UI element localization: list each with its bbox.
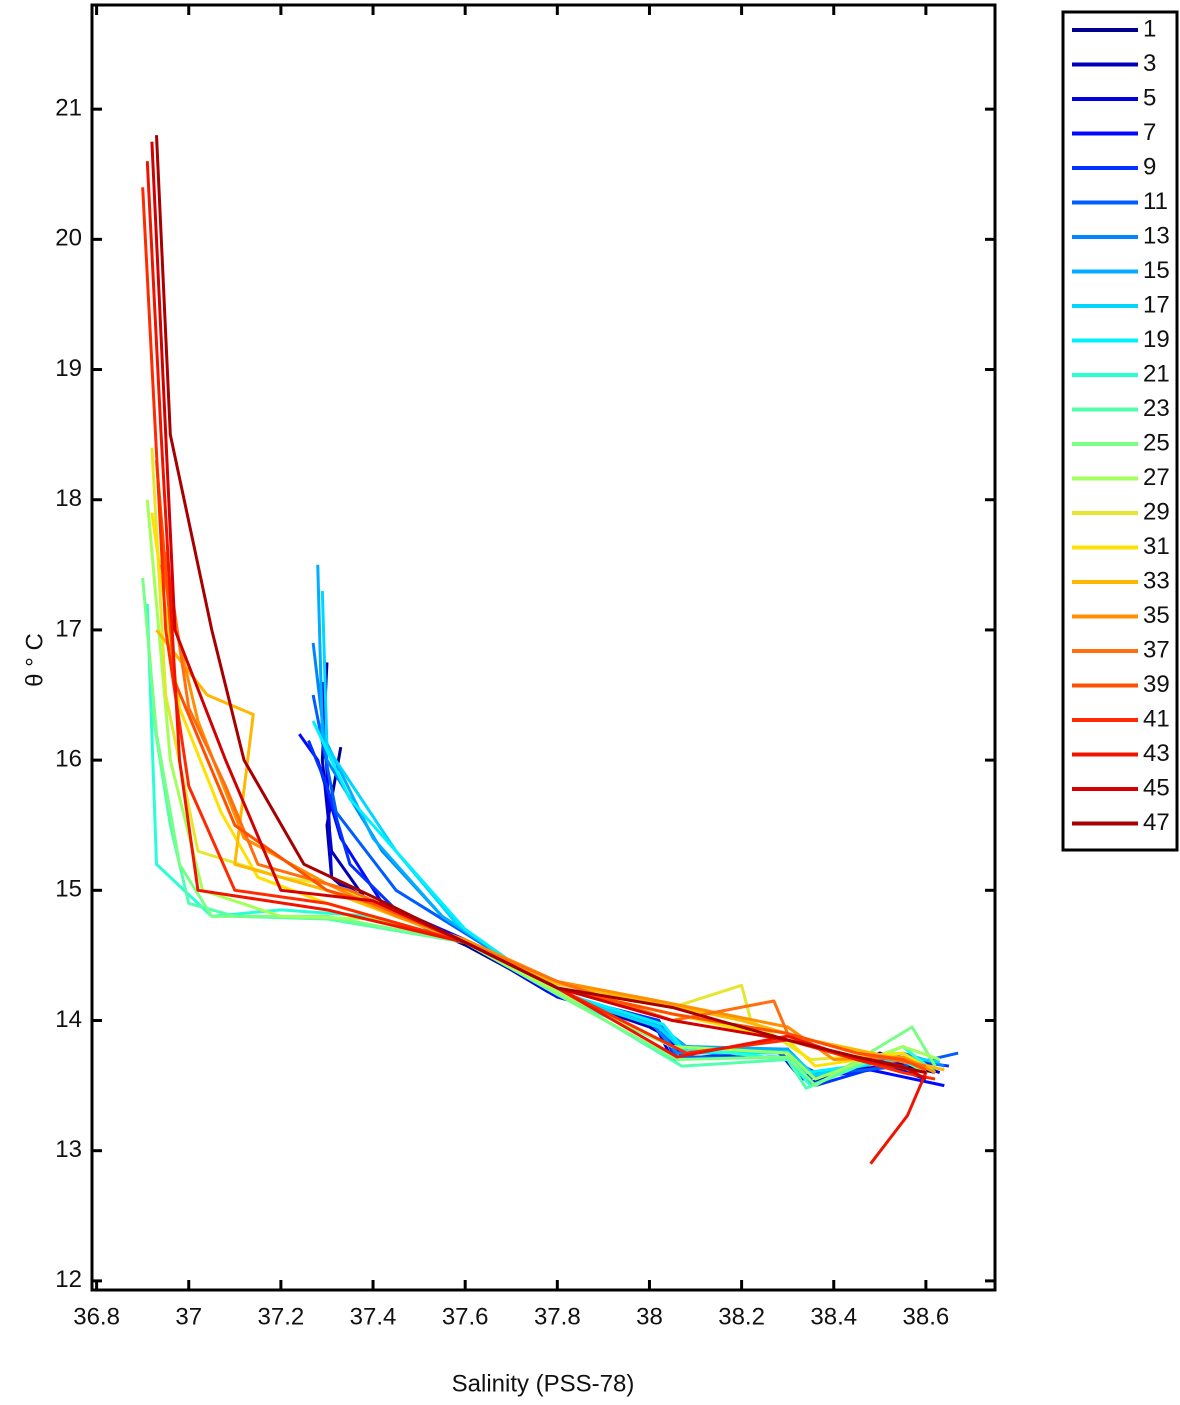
x-tick-label: 38.4 (810, 1303, 857, 1330)
y-tick-label: 19 (55, 355, 82, 382)
legend-label: 45 (1143, 774, 1170, 801)
y-tick-label: 21 (55, 94, 82, 121)
y-tick-label: 16 (55, 745, 82, 772)
series-line (141, 187, 936, 1081)
x-tick-label: 37.2 (258, 1303, 305, 1330)
series-line (145, 161, 928, 1165)
legend-label: 31 (1143, 533, 1170, 560)
x-tick-label: 38.6 (903, 1303, 950, 1330)
series-line (320, 681, 941, 1085)
legend-label: 1 (1143, 15, 1156, 42)
legend-label: 9 (1143, 153, 1156, 180)
y-tick-label: 15 (55, 876, 82, 903)
legend-label: 37 (1143, 636, 1170, 663)
series-line (150, 141, 927, 1081)
x-tick-label: 36.8 (73, 1303, 120, 1330)
series-line (320, 590, 940, 1077)
series-line (145, 603, 937, 1088)
legend-label: 47 (1143, 809, 1170, 836)
legend-label: 19 (1143, 326, 1170, 353)
legend-label: 43 (1143, 740, 1170, 767)
legend-label: 33 (1143, 567, 1170, 594)
legend-label: 35 (1143, 602, 1170, 629)
legend-label: 15 (1143, 257, 1170, 284)
y-tick-label: 18 (55, 485, 82, 512)
legend-label: 7 (1143, 119, 1156, 146)
plot-frame (90, 3, 997, 1292)
y-axis-label: θ ° C (21, 633, 48, 687)
legend-label: 17 (1143, 291, 1170, 318)
x-tick-label: 38.2 (718, 1303, 765, 1330)
series-line (150, 707, 927, 1090)
y-tick-label: 13 (55, 1136, 82, 1163)
legend-label: 21 (1143, 360, 1170, 387)
legend-label: 13 (1143, 222, 1170, 249)
legend-box (1061, 10, 1179, 852)
x-tick-label: 37.8 (534, 1303, 581, 1330)
legend-label: 25 (1143, 429, 1170, 456)
x-tick-label: 37.6 (442, 1303, 489, 1330)
series-line (155, 135, 927, 1075)
y-tick-label: 20 (55, 225, 82, 252)
series-line (145, 499, 941, 1081)
series-line (141, 577, 937, 1088)
legend-label: 11 (1143, 188, 1168, 215)
legend-label: 3 (1143, 50, 1156, 77)
x-tick-label: 37.4 (350, 1303, 397, 1330)
y-tick-label: 17 (55, 615, 82, 642)
y-tick-label: 14 (55, 1006, 82, 1033)
legend-label: 5 (1143, 84, 1156, 111)
series-line (311, 720, 927, 1075)
x-tick-label: 38 (636, 1303, 663, 1330)
legend-label: 41 (1143, 705, 1170, 732)
legend-label: 27 (1143, 464, 1170, 491)
series-line (155, 629, 945, 1072)
x-axis-label: Salinity (PSS-78) (452, 1370, 635, 1397)
legend-label: 23 (1143, 395, 1170, 422)
x-tick-label: 37 (175, 1303, 202, 1330)
legend-label: 29 (1143, 498, 1170, 525)
legend-label: 39 (1143, 671, 1170, 698)
y-tick-label: 12 (55, 1266, 82, 1293)
